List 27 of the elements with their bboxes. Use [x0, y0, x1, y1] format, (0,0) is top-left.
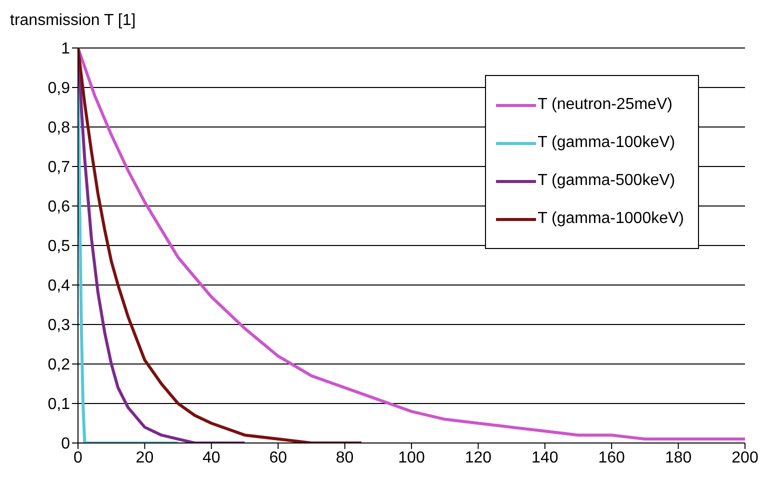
legend-label: T (neutron-25meV) [538, 95, 672, 115]
x-tick-label: 160 [598, 449, 626, 466]
y-tick-label: 0,1 [48, 396, 70, 414]
x-tick-label: 140 [532, 449, 558, 466]
y-tick-label: 0,6 [48, 198, 70, 216]
y-tick-label: 0,9 [48, 80, 70, 98]
y-tick-label: 0,8 [48, 120, 70, 137]
x-tick-label: 200 [732, 449, 758, 466]
x-tick-label: 40 [202, 449, 220, 466]
legend-label: T (gamma-1000keV) [538, 209, 684, 229]
x-tick-label: 180 [664, 449, 692, 466]
y-tick-label: 0,7 [48, 159, 70, 176]
x-tick-label: 80 [336, 449, 354, 466]
legend-label: T (gamma-500keV) [538, 171, 676, 191]
legend-label: T (gamma-100keV) [538, 133, 676, 153]
y-tick-label: 1 [61, 40, 70, 58]
y-tick-label: 0,5 [48, 238, 70, 256]
y-tick-label: 0,4 [48, 278, 70, 295]
x-tick-label: 0 [74, 449, 83, 466]
y-axis-title: transmission T [1] [10, 12, 136, 30]
x-tick-label: 20 [136, 449, 154, 466]
y-tick-label: 0,3 [48, 317, 70, 334]
x-tick-label: 100 [398, 449, 425, 466]
x-tick-label: 60 [269, 449, 288, 466]
y-tick-label: 0,2 [48, 356, 70, 374]
y-tick-label: 0 [61, 436, 70, 453]
x-tick-label: 120 [464, 449, 492, 466]
